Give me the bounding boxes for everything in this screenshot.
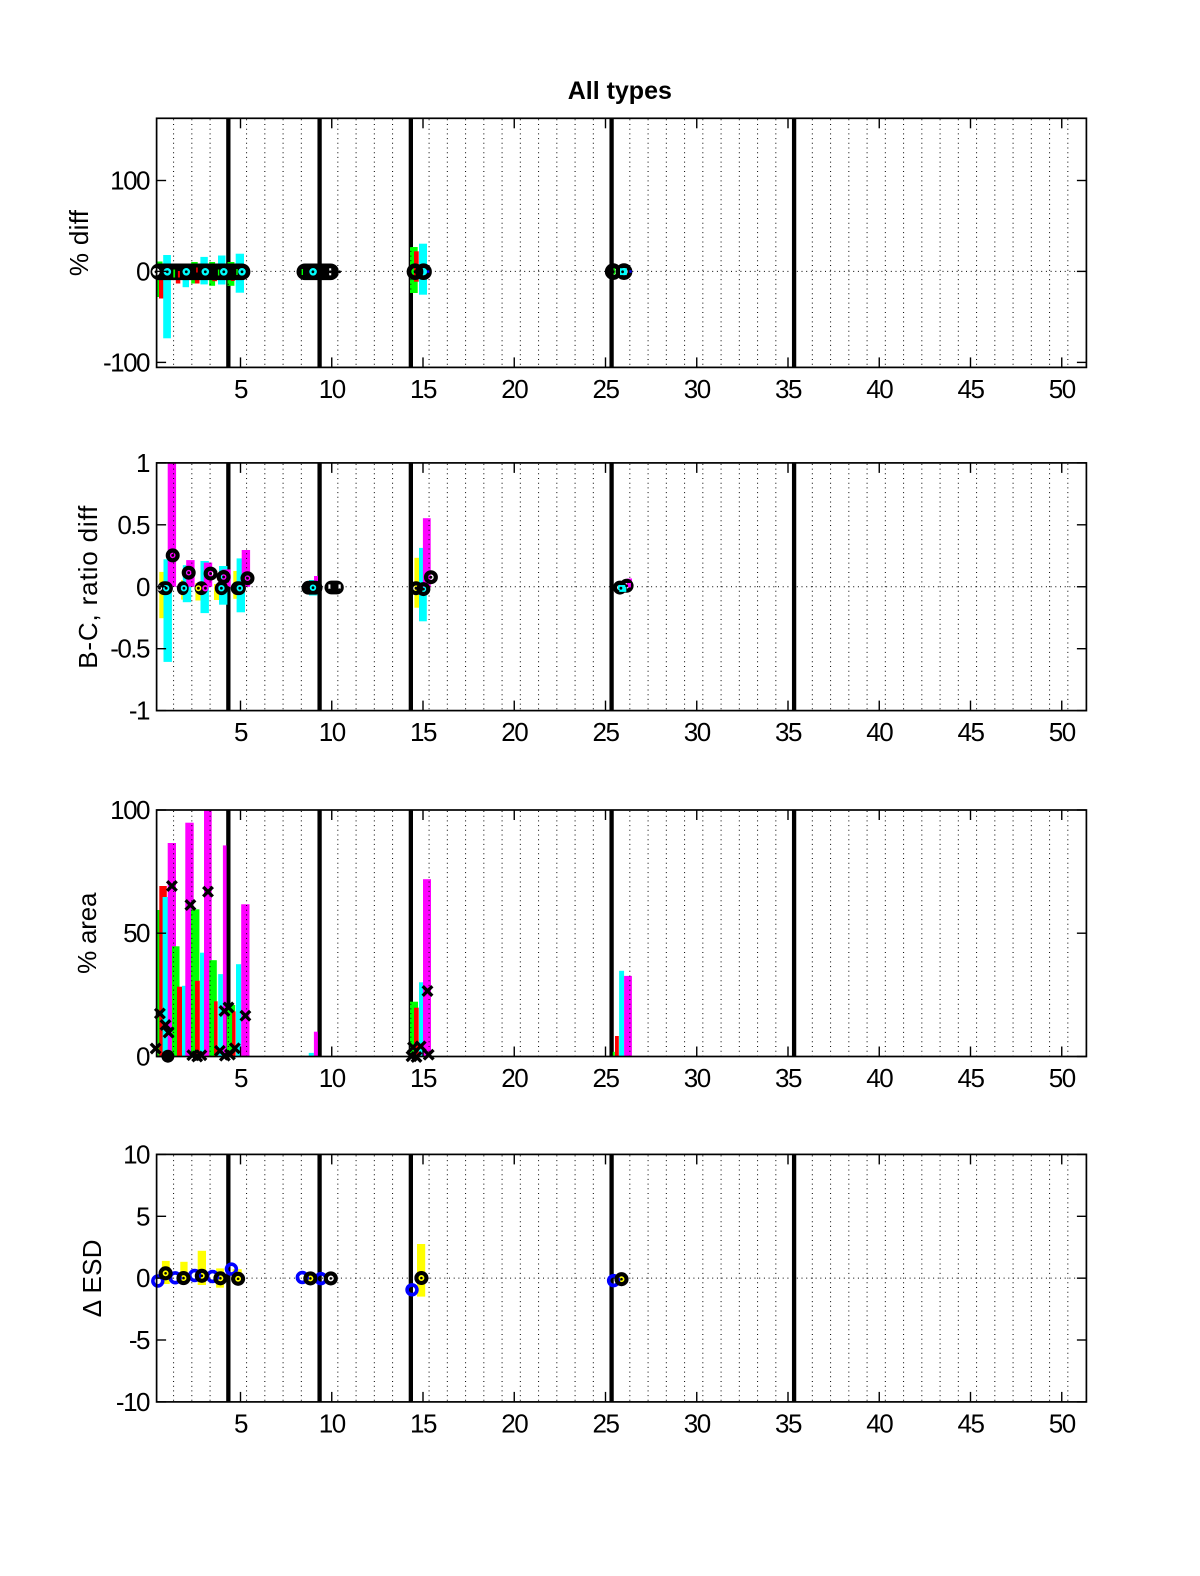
svg-text:5: 5 — [234, 717, 248, 747]
svg-text:Δ ESD: Δ ESD — [77, 1239, 107, 1317]
svg-text:30: 30 — [684, 374, 711, 404]
svg-text:-1: -1 — [129, 696, 150, 726]
svg-text:5: 5 — [234, 1063, 248, 1093]
svg-text:B-C, ratio diff: B-C, ratio diff — [73, 505, 103, 669]
svg-text:25: 25 — [593, 374, 620, 404]
svg-text:40: 40 — [866, 717, 893, 747]
svg-text:-0.5: -0.5 — [110, 634, 150, 664]
svg-text:45: 45 — [958, 1408, 985, 1438]
svg-text:40: 40 — [866, 1408, 893, 1438]
svg-text:50: 50 — [1049, 374, 1076, 404]
svg-text:% area: % area — [72, 892, 102, 974]
svg-text:15: 15 — [410, 374, 437, 404]
svg-text:40: 40 — [866, 1063, 893, 1093]
svg-text:100: 100 — [110, 166, 150, 196]
svg-text:50: 50 — [1049, 1063, 1076, 1093]
svg-text:0: 0 — [136, 256, 150, 286]
svg-text:15: 15 — [410, 1063, 437, 1093]
svg-text:All types: All types — [568, 77, 672, 105]
svg-text:-5: -5 — [129, 1325, 150, 1355]
svg-text:0: 0 — [136, 572, 150, 602]
svg-text:10: 10 — [319, 374, 346, 404]
svg-text:10: 10 — [319, 1063, 346, 1093]
svg-text:35: 35 — [775, 374, 802, 404]
svg-text:5: 5 — [234, 374, 248, 404]
svg-text:30: 30 — [684, 717, 711, 747]
svg-text:10: 10 — [123, 1139, 150, 1169]
svg-text:20: 20 — [501, 717, 528, 747]
svg-text:% diff: % diff — [64, 209, 94, 276]
svg-text:-10: -10 — [116, 1387, 150, 1417]
svg-text:40: 40 — [866, 374, 893, 404]
svg-text:20: 20 — [501, 374, 528, 404]
svg-text:35: 35 — [775, 1408, 802, 1438]
svg-text:20: 20 — [501, 1063, 528, 1093]
svg-text:0: 0 — [136, 1042, 150, 1072]
svg-text:10: 10 — [319, 717, 346, 747]
svg-text:15: 15 — [410, 1408, 437, 1438]
svg-text:30: 30 — [684, 1063, 711, 1093]
svg-text:1: 1 — [136, 448, 150, 478]
svg-text:45: 45 — [958, 1063, 985, 1093]
svg-text:30: 30 — [684, 1408, 711, 1438]
svg-text:15: 15 — [410, 717, 437, 747]
svg-text:0: 0 — [136, 1263, 150, 1293]
svg-text:20: 20 — [501, 1408, 528, 1438]
svg-text:0.5: 0.5 — [117, 510, 150, 540]
svg-text:25: 25 — [593, 1063, 620, 1093]
svg-text:50: 50 — [1049, 1408, 1076, 1438]
svg-text:50: 50 — [123, 918, 150, 948]
svg-text:5: 5 — [136, 1201, 150, 1231]
svg-text:35: 35 — [775, 717, 802, 747]
svg-text:-100: -100 — [103, 347, 150, 377]
svg-text:5: 5 — [234, 1408, 248, 1438]
svg-text:35: 35 — [775, 1063, 802, 1093]
svg-text:50: 50 — [1049, 717, 1076, 747]
svg-text:45: 45 — [958, 374, 985, 404]
svg-text:45: 45 — [958, 717, 985, 747]
svg-text:10: 10 — [319, 1408, 346, 1438]
svg-text:100: 100 — [110, 795, 150, 825]
svg-text:25: 25 — [593, 1408, 620, 1438]
svg-text:25: 25 — [593, 717, 620, 747]
